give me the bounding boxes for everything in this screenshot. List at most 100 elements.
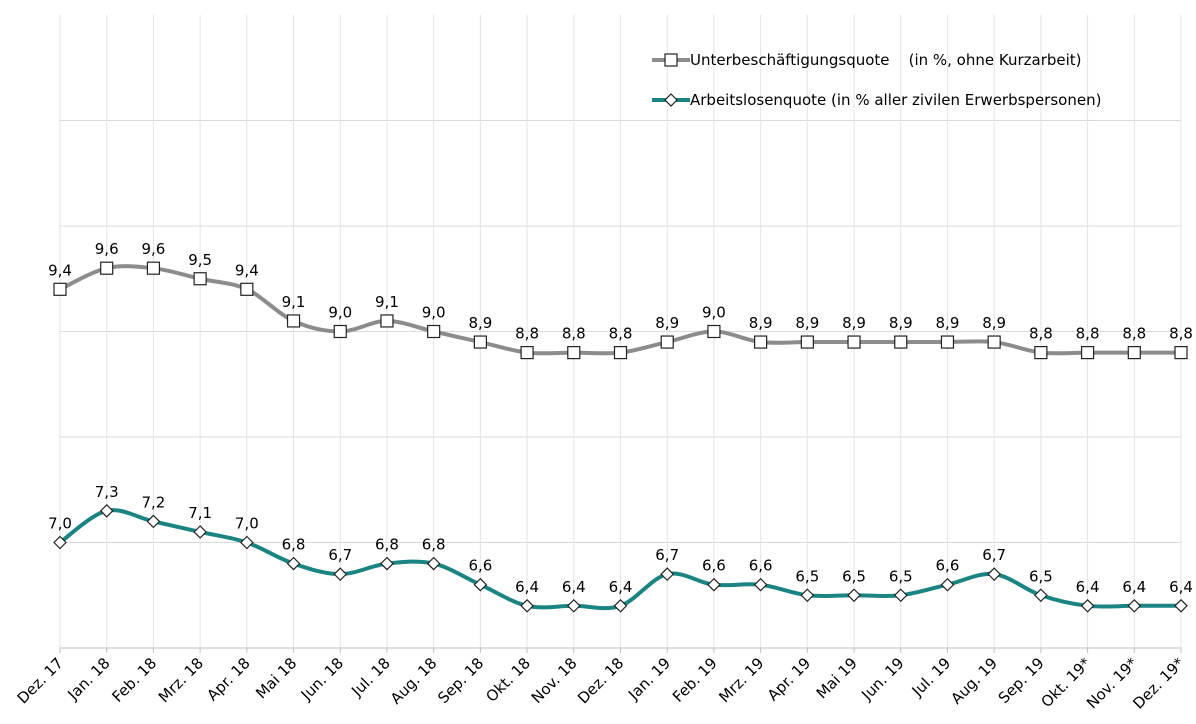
data-point — [1127, 346, 1141, 360]
data-label: 8,8 — [1122, 325, 1146, 343]
data-label: 6,7 — [655, 546, 679, 564]
data-label: 6,6 — [702, 557, 726, 575]
data-point — [473, 335, 487, 349]
data-label: 8,9 — [936, 314, 960, 332]
data-point — [380, 314, 394, 328]
x-tick-label: Mrz. 18 — [155, 654, 207, 706]
x-tick-label: Mai 19 — [813, 654, 861, 702]
data-label: 8,8 — [1076, 325, 1100, 343]
data-point — [193, 272, 207, 286]
data-label: 7,0 — [235, 515, 259, 533]
data-label: 8,8 — [515, 325, 539, 343]
data-label: 8,9 — [889, 314, 913, 332]
data-label: 8,8 — [609, 325, 633, 343]
data-point — [193, 525, 207, 539]
data-label: 8,9 — [655, 314, 679, 332]
legend-label: Arbeitslosenquote (in % aller zivilen Er… — [690, 91, 1101, 109]
data-label: 6,5 — [795, 567, 819, 585]
x-tick-label: Jan. 19 — [624, 654, 674, 704]
data-point — [333, 567, 348, 581]
x-tick-label: Jun. 18 — [297, 654, 347, 704]
data-label: 8,8 — [1169, 325, 1193, 343]
data-point — [566, 598, 581, 613]
data-label: 8,8 — [1029, 325, 1053, 343]
x-tick-label: Jan. 18 — [64, 654, 114, 704]
x-tick-label: Dez. 19* — [1129, 654, 1188, 713]
data-point — [427, 324, 441, 339]
x-tick-label: Dez. 18 — [574, 654, 627, 707]
data-point — [1034, 588, 1048, 603]
data-label: 9,0 — [422, 304, 446, 322]
data-label: 7,0 — [48, 515, 72, 533]
data-label: 9,1 — [375, 293, 399, 311]
x-tick-label: Okt. 18 — [482, 654, 534, 706]
data-point — [146, 514, 161, 529]
data-point — [426, 556, 441, 571]
data-label: 6,4 — [515, 578, 539, 596]
data-label: 6,4 — [1076, 578, 1100, 596]
data-label: 6,7 — [328, 546, 352, 564]
data-label: 9,6 — [95, 240, 119, 258]
data-point — [800, 335, 814, 349]
data-label: 9,4 — [48, 261, 72, 279]
x-tick-label: Aug. 18 — [387, 654, 441, 708]
data-label: 8,9 — [749, 314, 773, 332]
data-label: 8,8 — [562, 325, 586, 343]
data-label: 9,0 — [328, 304, 352, 322]
data-label: 9,6 — [141, 240, 165, 258]
data-point — [286, 556, 301, 571]
data-label: 8,9 — [795, 314, 819, 332]
data-point — [987, 567, 1002, 581]
data-label: 6,7 — [982, 546, 1006, 564]
data-label: 6,4 — [1122, 578, 1146, 596]
x-tick-label: Sep. 18 — [434, 654, 487, 707]
legend-marker — [664, 53, 678, 67]
data-label: 9,0 — [702, 304, 726, 322]
x-tick-label: Apr. 18 — [203, 654, 253, 704]
data-label: 7,3 — [95, 483, 119, 501]
data-point — [333, 324, 347, 339]
data-point — [1080, 598, 1095, 613]
data-point — [1174, 598, 1188, 613]
x-tick-label: Nov. 18 — [528, 654, 581, 707]
data-point — [660, 567, 675, 581]
x-tick-label: Mrz. 19 — [715, 654, 767, 706]
data-point — [520, 346, 534, 360]
data-label: 8,9 — [982, 314, 1006, 332]
legend-label: Unterbeschäftigungsquote (in %, ohne Kur… — [690, 51, 1082, 69]
data-label: 8,9 — [468, 314, 492, 332]
data-label: 6,5 — [842, 567, 866, 585]
data-point — [613, 346, 628, 360]
data-point — [940, 577, 955, 592]
data-point — [53, 282, 67, 296]
data-label: 6,4 — [562, 578, 586, 596]
x-tick-label: Mai 18 — [252, 654, 300, 702]
data-point — [893, 588, 908, 603]
data-point — [239, 535, 254, 550]
data-point — [847, 335, 861, 349]
data-point — [1080, 346, 1095, 360]
data-label: 7,1 — [188, 504, 212, 522]
data-label: 6,4 — [609, 578, 633, 596]
data-point — [1174, 346, 1188, 360]
data-point — [473, 577, 488, 592]
data-label: 8,9 — [842, 314, 866, 332]
data-point — [707, 324, 721, 339]
data-label: 9,5 — [188, 251, 212, 269]
x-tick-label: Feb. 18 — [108, 654, 160, 706]
x-tick-label: Jul. 18 — [347, 654, 393, 700]
data-point — [286, 314, 301, 328]
data-point — [99, 504, 114, 518]
data-point — [380, 556, 394, 571]
data-point — [987, 335, 1001, 349]
data-label: 6,8 — [422, 536, 446, 554]
x-tick-label: Apr. 19 — [764, 654, 814, 704]
data-label: 6,5 — [889, 567, 913, 585]
data-label: 7,2 — [141, 493, 165, 511]
data-point — [613, 598, 628, 613]
data-point — [800, 588, 815, 603]
data-point — [520, 598, 534, 613]
x-tick-label: Jun. 19 — [857, 654, 907, 704]
data-point — [754, 335, 768, 349]
data-point — [940, 335, 955, 349]
